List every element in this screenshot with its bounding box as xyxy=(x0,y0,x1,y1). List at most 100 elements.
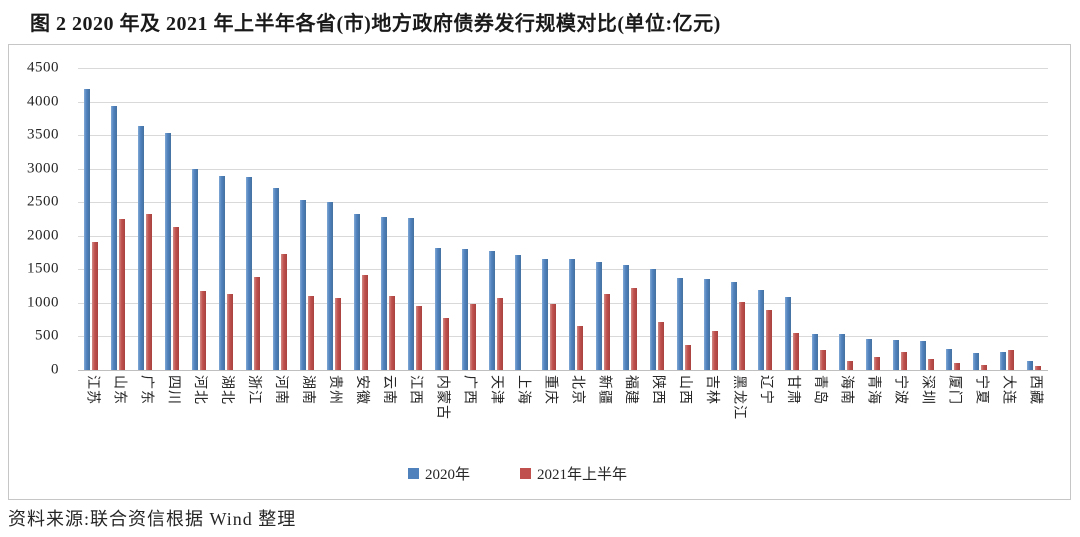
category-group xyxy=(859,68,886,370)
x-tick-cell: 广西 xyxy=(455,375,482,470)
x-tick-label: 青岛 xyxy=(811,375,827,405)
legend-swatch-2020 xyxy=(407,467,419,479)
bar-2020 xyxy=(488,251,495,370)
category-group xyxy=(455,68,482,370)
x-tick-label: 宁夏 xyxy=(973,375,989,405)
x-tick-label: 辽宁 xyxy=(757,375,773,405)
x-tick-cell: 江苏 xyxy=(78,375,105,470)
category-group xyxy=(805,68,832,370)
x-tick-cell: 山西 xyxy=(671,375,698,470)
bar-2021h1 xyxy=(846,360,853,370)
bar-2021h1 xyxy=(685,345,692,370)
x-tick-label: 河北 xyxy=(192,375,208,405)
category-group xyxy=(967,68,994,370)
x-tick-label: 广西 xyxy=(461,375,477,405)
bar-2020 xyxy=(946,348,953,370)
x-tick-cell: 四川 xyxy=(159,375,186,470)
bar-2020 xyxy=(650,269,657,370)
category-group xyxy=(644,68,671,370)
x-tick-label: 黑龙江 xyxy=(730,375,746,420)
category-group xyxy=(186,68,213,370)
y-tick-label: 1500 xyxy=(27,260,59,277)
chart-area: 0 500 1000 1500 2000 2500 3000 3500 4000 4500 江苏山… xyxy=(8,44,1071,500)
bar-2020 xyxy=(515,254,522,370)
bar-2021h1 xyxy=(712,331,719,370)
legend-label: 2021年上半年 xyxy=(537,466,628,483)
category-group xyxy=(105,68,132,370)
bar-2021h1 xyxy=(738,302,745,370)
bar-2020 xyxy=(434,247,441,370)
category-group xyxy=(240,68,267,370)
category-group xyxy=(698,68,725,370)
category-group xyxy=(725,68,752,370)
x-tick-cell: 湖南 xyxy=(294,375,321,470)
y-tick-label: 0 xyxy=(51,361,59,378)
gridline xyxy=(78,302,1048,304)
bar-2021h1 xyxy=(173,227,180,370)
bar-2020 xyxy=(811,334,818,370)
x-tick-cell: 海南 xyxy=(832,375,859,470)
bar-2021h1 xyxy=(1035,366,1042,370)
category-group xyxy=(267,68,294,370)
x-tick-label: 吉林 xyxy=(704,375,720,405)
y-tick-label: 1000 xyxy=(27,294,59,311)
x-tick-label: 江西 xyxy=(407,375,423,405)
bar-2021h1 xyxy=(604,293,611,370)
legend-item: 2021年上半年 xyxy=(520,463,627,484)
bar-2020 xyxy=(111,106,118,370)
bar-2021h1 xyxy=(307,296,314,370)
gridline xyxy=(78,235,1048,237)
x-tick-label: 重庆 xyxy=(542,375,558,405)
bar-2021h1 xyxy=(927,359,934,370)
category-group xyxy=(994,68,1021,370)
x-tick-label: 新疆 xyxy=(596,375,612,405)
bar-2021h1 xyxy=(146,214,153,370)
category-group xyxy=(536,68,563,370)
bar-2021h1 xyxy=(254,277,261,370)
y-axis-labels: 0 500 1000 1500 2000 2500 3000 3500 4000 4500 xyxy=(9,60,61,377)
x-tick-cell: 贵州 xyxy=(320,375,347,470)
x-tick-label: 河南 xyxy=(273,375,289,405)
category-group xyxy=(213,68,240,370)
x-tick-label: 上海 xyxy=(515,375,531,405)
bar-2021h1 xyxy=(631,287,638,370)
category-group xyxy=(913,68,940,370)
bar-2021h1 xyxy=(361,275,368,370)
bar-2020 xyxy=(730,282,737,370)
x-tick-cell: 天津 xyxy=(482,375,509,470)
bar-2020 xyxy=(704,278,711,370)
bar-2021h1 xyxy=(900,351,907,370)
category-group xyxy=(778,68,805,370)
category-group xyxy=(940,68,967,370)
bar-2020 xyxy=(677,278,684,370)
bar-2020 xyxy=(353,214,360,370)
x-tick-cell: 浙江 xyxy=(240,375,267,470)
bar-2020 xyxy=(246,177,253,370)
x-tick-label: 北京 xyxy=(569,375,585,405)
legend: 2020年 2021年上半年 xyxy=(9,461,1026,485)
gridline xyxy=(78,101,1048,103)
bar-2021h1 xyxy=(281,253,288,370)
bar-2020 xyxy=(219,176,226,370)
bar-2020 xyxy=(596,262,603,370)
bars-row xyxy=(78,68,1048,370)
y-tick-label: 3500 xyxy=(27,126,59,143)
bar-2020 xyxy=(865,338,872,370)
bar-2020 xyxy=(784,296,791,370)
x-tick-cell: 内蒙古 xyxy=(428,375,455,470)
x-tick-cell: 重庆 xyxy=(536,375,563,470)
x-tick-cell: 江西 xyxy=(401,375,428,470)
bar-2021h1 xyxy=(334,298,341,370)
x-tick-cell: 辽宁 xyxy=(751,375,778,470)
bar-2020 xyxy=(1027,361,1034,370)
bar-2021h1 xyxy=(819,349,826,370)
x-tick-label: 四川 xyxy=(165,375,181,405)
x-tick-cell: 新疆 xyxy=(590,375,617,470)
category-group xyxy=(832,68,859,370)
category-group xyxy=(78,68,105,370)
x-tick-cell: 河南 xyxy=(267,375,294,470)
category-group xyxy=(482,68,509,370)
category-group xyxy=(428,68,455,370)
y-tick-label: 2000 xyxy=(27,227,59,244)
bar-2021h1 xyxy=(550,304,557,370)
